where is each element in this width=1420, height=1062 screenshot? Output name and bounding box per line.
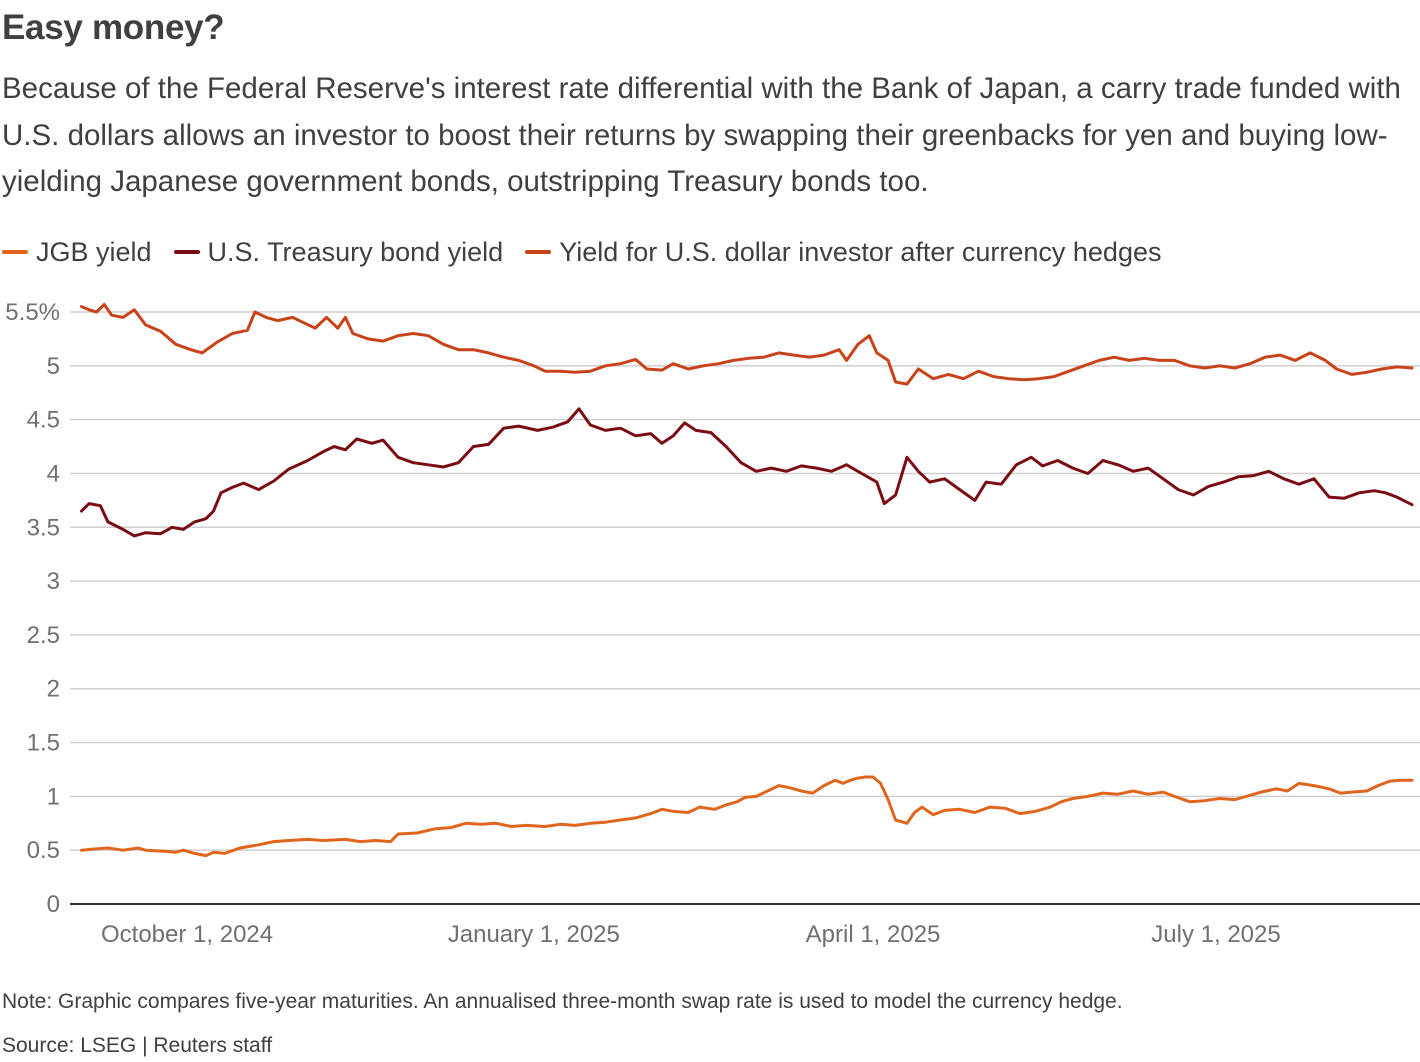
chart-subtitle: Because of the Federal Reserve's interes… — [2, 72, 1401, 198]
y-tick-label: 3.5 — [27, 514, 60, 541]
legend-item-treasury: U.S. Treasury bond yield — [173, 236, 504, 268]
chart-legend: JGB yield U.S. Treasury bond yield Yield… — [2, 232, 1183, 272]
legend-swatch-treasury — [173, 250, 200, 254]
treasury-yield-line — [80, 407, 1414, 538]
x-tick-label: January 1, 2025 — [448, 921, 620, 948]
chart-note: Note: Graphic compares five-year maturit… — [2, 990, 1123, 1013]
y-tick-label: 5 — [47, 353, 60, 380]
y-tick-label: 4 — [47, 460, 60, 487]
hedged-yield-line — [80, 303, 1414, 386]
legend-item-hedged: Yield for U.S. dollar investor after cur… — [525, 237, 1161, 268]
chart-title: Easy money? — [2, 8, 225, 47]
y-tick-label: 4.5 — [27, 407, 60, 434]
y-tick-label: 5.5% — [5, 299, 60, 326]
y-tick-label: 2 — [47, 676, 60, 703]
axes: 0 0.5 1 1.5 2 2.5 3 3.5 4 4.5 5 5.5% October 1, 2024… — [5, 299, 1420, 948]
legend-item-jgb: JGB yield — [2, 237, 152, 268]
y-tick-label: 0.5 — [27, 837, 60, 864]
jgb-yield-line — [80, 775, 1414, 858]
x-tick-label: July 1, 2025 — [1151, 921, 1280, 948]
gridlines — [70, 311, 1420, 851]
legend-swatch-jgb — [2, 250, 28, 254]
y-tick-label: 3 — [47, 568, 60, 595]
legend-label-hedged: Yield for U.S. dollar investor after cur… — [559, 236, 1162, 267]
legend-label-jgb: JGB yield — [36, 236, 152, 267]
series-lines — [80, 303, 1414, 858]
y-tick-label: 2.5 — [27, 622, 60, 649]
y-tick-label: 1.5 — [27, 730, 60, 757]
x-tick-label: April 1, 2025 — [806, 921, 941, 948]
line-chart: 0 0.5 1 1.5 2 2.5 3 3.5 4 4.5 5 5.5% October 1, 2024… — [5, 299, 1420, 948]
chart-source: Source: LSEG | Reuters staff — [2, 1034, 273, 1057]
legend-swatch-hedged — [525, 250, 552, 254]
legend-label-treasury: U.S. Treasury bond yield — [207, 236, 504, 267]
y-tick-label: 1 — [47, 783, 60, 810]
x-tick-label: October 1, 2024 — [101, 921, 273, 948]
y-tick-label: 0 — [47, 891, 60, 918]
